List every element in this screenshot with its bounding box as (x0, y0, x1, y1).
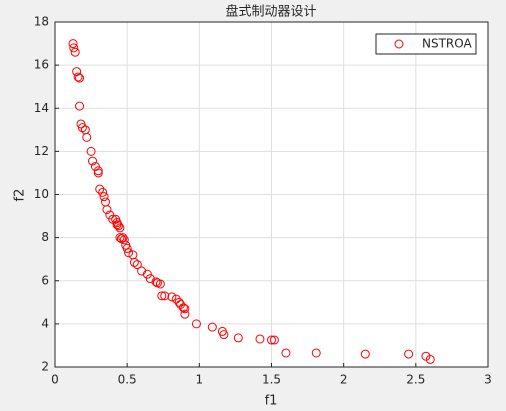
point (88, 156, 98, 166)
x-tick-label: 3 (484, 373, 492, 387)
x-axis-label: f1 (265, 394, 278, 409)
point (99, 192, 109, 202)
y-tick-label: 2 (41, 360, 49, 374)
point (180, 309, 190, 319)
point (122, 243, 132, 253)
point (178, 303, 188, 313)
point (425, 354, 435, 364)
y-tick-label: 12 (34, 144, 49, 158)
y-tick-label: 10 (34, 187, 49, 201)
x-tick-label: 1.5 (262, 373, 281, 387)
point (86, 146, 96, 156)
x-tick-label: 0.5 (118, 373, 137, 387)
point (151, 277, 161, 287)
point (95, 184, 105, 194)
point (180, 304, 190, 314)
point (93, 166, 103, 176)
y-tick-label: 4 (41, 316, 49, 330)
point (77, 123, 87, 133)
point (267, 335, 276, 345)
point (157, 291, 167, 301)
point (269, 335, 279, 345)
point (404, 349, 414, 359)
x-tick-label: 1 (196, 373, 204, 387)
legend-box (375, 33, 477, 55)
point (68, 39, 78, 49)
point (73, 72, 83, 82)
point (129, 257, 139, 267)
y-tick-label: 18 (34, 15, 49, 29)
point (132, 260, 142, 270)
point (115, 223, 125, 233)
point (160, 291, 170, 301)
x-tick-label: 0 (51, 373, 59, 387)
y-tick-label: 16 (34, 58, 49, 72)
y-tick-label: 14 (34, 101, 49, 115)
y-axis-label: f2 (13, 189, 28, 202)
point (82, 132, 92, 142)
point (207, 322, 217, 332)
point (191, 319, 201, 329)
point (167, 292, 177, 302)
point (255, 334, 265, 344)
point (119, 235, 129, 245)
y-tick-label: 8 (41, 230, 49, 244)
chart-title: 盘式制动器设计 (225, 4, 316, 20)
legend-label: NSTROA (422, 37, 472, 51)
point (98, 187, 108, 197)
point (219, 330, 229, 340)
x-tick-label: 2.5 (406, 373, 425, 387)
point (118, 233, 128, 243)
point (70, 47, 80, 57)
point (360, 349, 370, 359)
point (112, 220, 122, 230)
point (114, 221, 124, 231)
point (171, 294, 181, 304)
x-tick-label: 2 (340, 373, 348, 387)
point (75, 101, 85, 111)
point (174, 297, 184, 307)
point (155, 279, 165, 289)
point (69, 43, 79, 53)
point (75, 73, 85, 83)
point (124, 248, 134, 258)
point (281, 348, 291, 358)
point (233, 333, 243, 343)
point (115, 233, 125, 243)
point (311, 348, 321, 358)
y-tick-label: 6 (41, 273, 49, 287)
point (102, 205, 112, 215)
legend-marker (394, 39, 404, 49)
point (93, 168, 103, 178)
